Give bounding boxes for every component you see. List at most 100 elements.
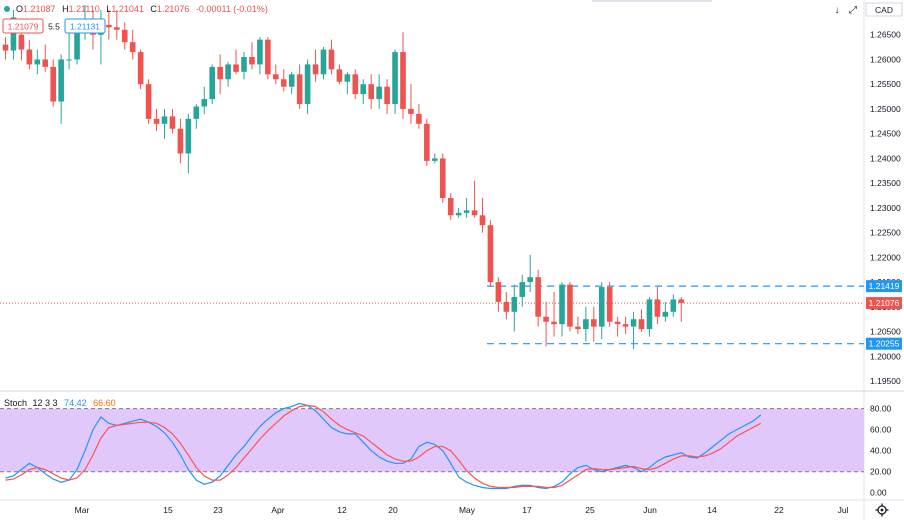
- stoch-tick-label: 40.00: [870, 446, 892, 456]
- candle-body: [320, 49, 327, 75]
- price-tick-label: 1.26000: [870, 54, 901, 64]
- candle: [400, 32, 406, 119]
- time-axis[interactable]: Mar 15 23 Apr 12 20 May 17 25 Jun 14 22 Jul: [75, 505, 849, 515]
- candle: [638, 309, 645, 332]
- candle: [217, 54, 223, 95]
- candle-body: [535, 277, 541, 317]
- stoch-tick-label: 80.00: [870, 404, 892, 414]
- time-tick-label: 12: [337, 505, 347, 515]
- candle-body: [304, 64, 311, 104]
- candle: [201, 86, 208, 114]
- candle: [2, 37, 9, 60]
- sell-price-badge[interactable]: 1.21079: [2, 18, 44, 34]
- svg-text:1.21131: 1.21131: [70, 22, 100, 32]
- candle: [265, 37, 271, 80]
- stoch-k-line: [5, 402, 762, 490]
- candle-body: [328, 49, 335, 70]
- current-price-label: 1.21076: [866, 297, 902, 310]
- candle-body: [487, 225, 494, 283]
- time-tick-label: 17: [522, 505, 532, 515]
- candle-body: [439, 158, 446, 198]
- candle-body: [58, 59, 64, 102]
- candle: [455, 207, 462, 218]
- svg-text:1.21079: 1.21079: [8, 22, 39, 32]
- candle: [567, 282, 573, 332]
- candle: [344, 71, 351, 95]
- price-tick-label: 1.23000: [870, 203, 901, 213]
- time-tick-label: 20: [388, 505, 398, 515]
- candle-body: [670, 299, 677, 312]
- candle-body: [527, 277, 533, 283]
- stoch-tick-label: 60.00: [870, 425, 892, 435]
- gear-icon[interactable]: [875, 503, 889, 517]
- svg-text:1.21076: 1.21076: [869, 298, 900, 308]
- candle: [161, 108, 168, 139]
- candle-body: [153, 118, 160, 124]
- candle: [591, 306, 597, 342]
- time-tick-label: 15: [163, 505, 173, 515]
- candle-body: [26, 49, 33, 65]
- candle-body: [432, 158, 438, 161]
- candle: [416, 104, 422, 129]
- candle-body: [217, 66, 223, 80]
- candle-body: [288, 74, 295, 87]
- stoch-tick-label: 20.00: [870, 467, 892, 477]
- buy-price-badge[interactable]: 1.21131: [64, 18, 106, 34]
- candle-body: [177, 128, 184, 154]
- candle: [487, 220, 494, 288]
- candle-body: [50, 66, 56, 102]
- candle: [106, 10, 112, 40]
- candle-body: [121, 29, 128, 43]
- candle: [352, 69, 359, 100]
- candle-body: [392, 52, 398, 104]
- candle-body: [408, 108, 414, 114]
- candle-body: [479, 215, 486, 226]
- stoch-legend: Stoch 12 3 3 74.42 66.60: [4, 398, 116, 408]
- candle: [169, 108, 176, 134]
- candle: [551, 292, 557, 337]
- candle-body: [241, 57, 247, 72]
- candle: [137, 49, 144, 90]
- candle-body: [368, 84, 374, 100]
- candle: [479, 198, 486, 233]
- candle-body: [471, 210, 478, 216]
- candle: [384, 79, 390, 114]
- candle: [376, 74, 382, 109]
- candle-body: [646, 299, 653, 330]
- candle: [535, 269, 541, 327]
- time-tick-label: 22: [774, 505, 784, 515]
- candle-body: [400, 52, 406, 109]
- candle-body: [10, 17, 17, 51]
- time-tick-label: 14: [707, 505, 717, 515]
- price-tick-label: 1.22000: [870, 252, 901, 262]
- candle-body: [185, 118, 192, 154]
- price-tick-label: 1.23500: [870, 178, 901, 188]
- candle-body: [575, 326, 581, 330]
- price-tick-label: 1.24500: [870, 129, 901, 139]
- currency-badge[interactable]: CAD: [865, 2, 903, 17]
- candle: [114, 10, 120, 40]
- candle: [193, 104, 200, 129]
- price-axis[interactable]: 1.270001.265001.260001.255001.250001.245…: [870, 5, 901, 386]
- price-tick-label: 1.22500: [870, 228, 901, 238]
- price-tick-label: 1.26500: [870, 30, 901, 40]
- candle-body: [551, 321, 557, 325]
- candle: [296, 64, 303, 109]
- candle-body: [257, 39, 263, 65]
- candle: [312, 49, 319, 82]
- candle-body: [606, 287, 613, 322]
- candle-body: [137, 52, 144, 85]
- stoch-d-line: [5, 404, 762, 489]
- candle-body: [280, 79, 287, 87]
- scroll-down-button[interactable]: ↓: [835, 5, 840, 16]
- maximize-button[interactable]: ⤢: [849, 5, 857, 16]
- candle-body: [344, 74, 351, 82]
- candle-body: [567, 284, 573, 327]
- candle: [606, 282, 613, 327]
- candle: [519, 274, 526, 307]
- candle: [392, 49, 398, 114]
- candle: [424, 118, 430, 166]
- candle: [249, 42, 255, 70]
- candle-body: [42, 59, 49, 67]
- candle: [129, 29, 136, 60]
